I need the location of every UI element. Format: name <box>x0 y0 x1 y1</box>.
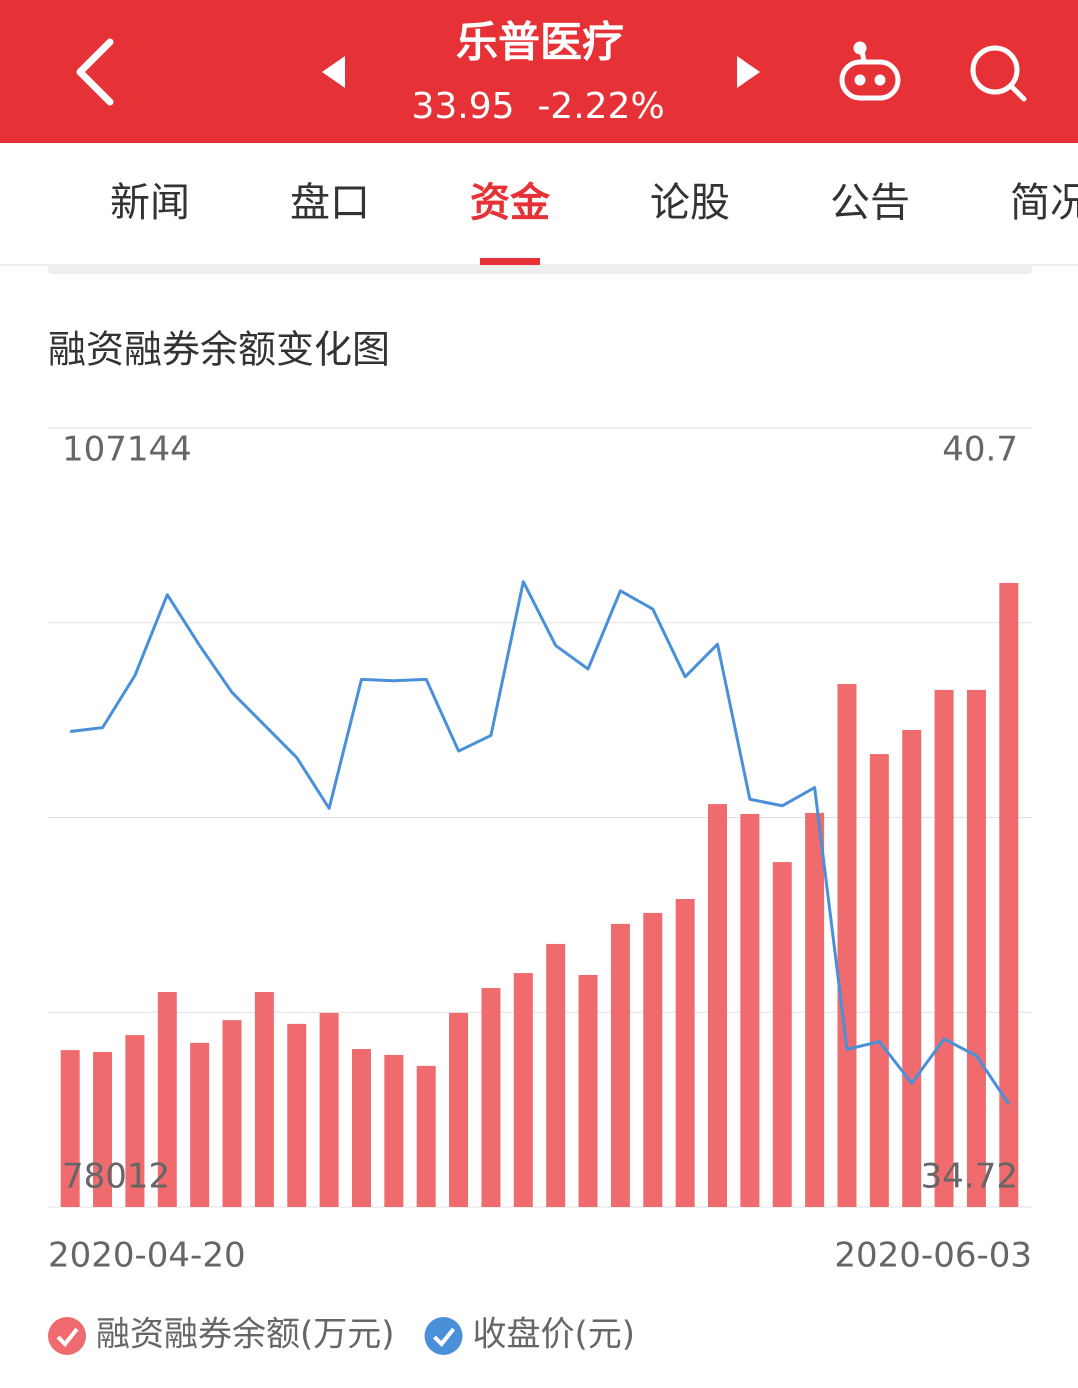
card-edge <box>48 265 1032 274</box>
active-tab-indicator <box>480 258 540 265</box>
y2-tick-label: 34.72 <box>921 1157 1018 1197</box>
bar <box>869 754 889 1207</box>
legend-item[interactable]: 融资融券余额(万元) <box>48 1315 395 1356</box>
bar <box>449 1012 469 1207</box>
stock-change: -2.22% <box>537 86 664 127</box>
prev-stock[interactable] <box>322 56 345 88</box>
y2-tick-label: 40.7 <box>942 430 1018 470</box>
bar <box>934 689 954 1207</box>
next-stock[interactable] <box>737 56 760 88</box>
legend-label: 融资融券余额(万元) <box>96 1315 395 1355</box>
y-tick-label: 107144 <box>62 430 192 470</box>
bar <box>125 1035 145 1207</box>
tab[interactable]: 资金 <box>470 180 551 226</box>
search-icon[interactable] <box>970 45 1027 102</box>
legend-check-mark <box>56 1327 79 1347</box>
bar <box>708 804 728 1207</box>
legend-check <box>48 1317 86 1355</box>
bar <box>351 1049 371 1207</box>
bar <box>546 943 566 1207</box>
bar <box>675 899 695 1207</box>
back-button[interactable] <box>76 38 114 106</box>
stock-price: 33.95 <box>411 86 514 127</box>
tab[interactable]: 盘口 <box>290 180 370 226</box>
bar <box>319 1012 339 1207</box>
bar <box>416 1065 436 1207</box>
bar <box>902 730 922 1207</box>
y-tick-label: 78012 <box>62 1157 170 1197</box>
bar <box>60 1050 80 1207</box>
x-tick-label: 2020-06-03 <box>834 1236 1032 1276</box>
bar <box>966 689 986 1207</box>
bar <box>740 813 760 1207</box>
bar <box>222 1020 242 1207</box>
bar <box>190 1042 210 1207</box>
legend-label: 收盘价(元) <box>473 1315 636 1355</box>
tab[interactable]: 新闻 <box>110 180 190 226</box>
bar <box>805 812 825 1207</box>
bar <box>481 988 501 1207</box>
bar <box>610 923 630 1207</box>
legend-item[interactable]: 收盘价(元) <box>424 1315 636 1356</box>
x-tick-label: 2020-04-20 <box>48 1236 246 1276</box>
bar <box>643 912 663 1207</box>
price-line <box>70 580 1011 1105</box>
bar <box>772 862 792 1207</box>
bar <box>254 992 274 1207</box>
stock-name: 乐普医疗 <box>456 18 624 67</box>
bar <box>837 684 857 1207</box>
legend-check-mark <box>433 1327 456 1347</box>
tab[interactable]: 简况 <box>1010 180 1078 226</box>
chart-title: 融资融券余额变化图 <box>48 328 390 372</box>
robot-icon[interactable] <box>839 41 901 101</box>
tab[interactable]: 论股 <box>650 180 730 226</box>
bar <box>513 973 533 1207</box>
legend-check <box>424 1317 463 1355</box>
bar <box>93 1051 113 1207</box>
tab[interactable]: 公告 <box>830 180 910 226</box>
bar <box>384 1054 404 1207</box>
bar <box>157 992 177 1207</box>
bar <box>999 582 1019 1207</box>
bar <box>287 1023 307 1207</box>
bar <box>578 974 598 1207</box>
